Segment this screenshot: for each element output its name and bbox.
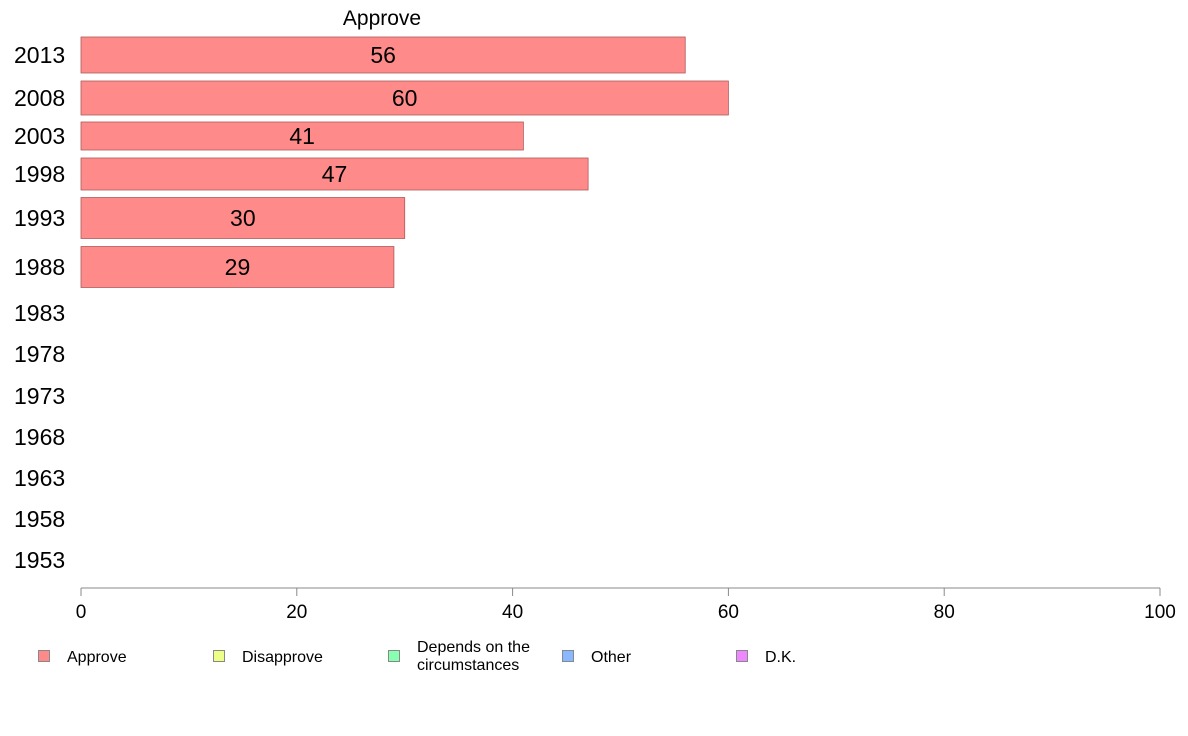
bar-2013 [80,36,686,74]
data-label-2003: 41 [289,123,315,149]
x-tick-label-20: 20 [286,602,307,620]
legend-swatch-dk [736,650,748,662]
y-tick-label-1973: 1973 [14,383,65,409]
y-tick-label-1988: 1988 [14,254,65,280]
legend-item-approve: Approve [38,638,202,667]
data-label-2008: 60 [392,85,418,111]
y-tick-label-1998: 1998 [14,161,65,187]
x-tick-label-40: 40 [502,602,523,620]
legend-label-approve: Approve [67,649,127,666]
data-label-1993: 30 [230,205,256,231]
x-tick-label-100: 100 [1144,602,1176,620]
legend-item-depends: Depends on the circumstances [388,638,552,675]
y-tick-label-2008: 2008 [14,85,65,111]
y-tick-label-2003: 2003 [14,123,65,149]
y-tick-label-1978: 1978 [14,341,65,367]
chart-title: Approve [343,7,421,30]
y-tick-label-1953: 1953 [14,547,65,573]
x-ticks: 0 20 40 60 80 100 [76,588,1176,623]
y-tick-label-1963: 1963 [14,465,65,491]
bar-chart: Approve 56 60 41 47 30 29 2013 2008 2003 1998 199… [14,7,1176,623]
legend-swatch-disapprove [213,650,225,662]
bar-1998 [80,157,589,191]
legend-swatch-approve [38,650,50,662]
legend-label-dk: D.K. [765,649,797,666]
bar-1988 [80,246,395,288]
legend-label-depends: Depends on the circumstances [417,639,530,674]
legend-label-other: Other [591,649,632,666]
legend-item-other: Other [562,638,726,667]
bar-2003 [80,121,524,151]
legend-item-dk: D.K. [736,638,900,667]
y-tick-label-1958: 1958 [14,506,65,532]
x-tick-label-0: 0 [76,602,87,620]
y-tick-label-1993: 1993 [14,205,65,231]
bar-1993 [80,197,406,239]
bars-layer: 56 60 41 47 30 29 [80,36,729,288]
legend: Approve Disapprove Depends on the circum… [38,638,1158,688]
legend-label-disapprove: Disapprove [242,649,323,666]
data-label-2013: 56 [370,42,396,68]
bar-2008 [80,80,729,116]
data-label-1988: 29 [225,254,251,280]
x-tick-label-60: 60 [718,602,739,620]
legend-item-disapprove: Disapprove [213,638,377,667]
y-tick-label-1983: 1983 [14,300,65,326]
legend-swatch-other [562,650,574,662]
x-tick-label-80: 80 [934,602,955,620]
y-tick-label-2013: 2013 [14,42,65,68]
y-tick-labels: 2013 2008 2003 1998 1993 1988 1983 1978 1973 1968… [14,42,65,573]
y-tick-label-1968: 1968 [14,424,65,450]
data-label-1998: 47 [322,161,348,187]
legend-swatch-depends [388,650,400,662]
